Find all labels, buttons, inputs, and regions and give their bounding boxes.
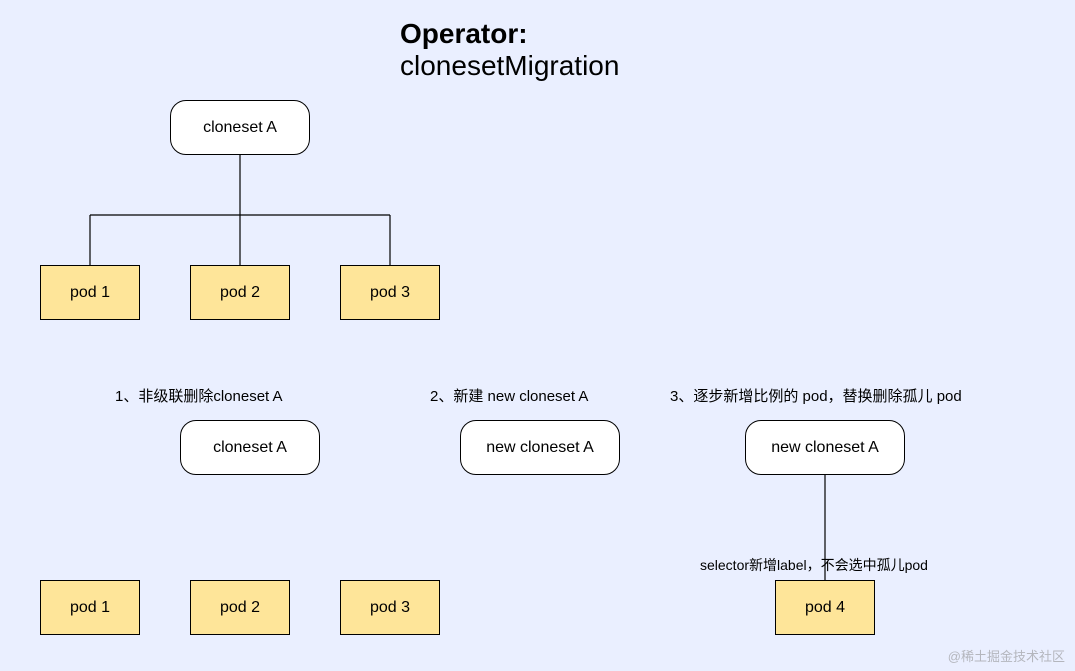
- pod-1-top-label: pod 1: [70, 284, 110, 302]
- step-2-label: 2、新建 new cloneset A: [430, 385, 588, 406]
- cloneset-a-root-label: cloneset A: [203, 119, 277, 137]
- step-1-pod-3: pod 3: [340, 580, 440, 635]
- step-2-cloneset-label: new cloneset A: [486, 439, 594, 457]
- pod-2-top-label: pod 2: [220, 284, 260, 302]
- step-3-pod-4: pod 4: [775, 580, 875, 635]
- step-2-cloneset: new cloneset A: [460, 420, 620, 475]
- step-1-cloneset-label: cloneset A: [213, 439, 287, 457]
- step-1-pod-2: pod 2: [190, 580, 290, 635]
- step-3-pod-4-label: pod 4: [805, 599, 845, 617]
- pod-2-top: pod 2: [190, 265, 290, 320]
- pod-3-top: pod 3: [340, 265, 440, 320]
- step-1-pod-2-label: pod 2: [220, 599, 260, 617]
- step-3-label: 3、逐步新增比例的 pod，替换删除孤儿 pod: [670, 385, 962, 406]
- step-3-note: selector新增label，不会选中孤儿pod: [700, 555, 928, 575]
- step-1-label: 1、非级联删除cloneset A: [115, 385, 283, 406]
- step-1-pod-3-label: pod 3: [370, 599, 410, 617]
- step-3-cloneset: new cloneset A: [745, 420, 905, 475]
- pod-1-top: pod 1: [40, 265, 140, 320]
- step-3-cloneset-label: new cloneset A: [771, 439, 879, 457]
- step-1-pod-1: pod 1: [40, 580, 140, 635]
- watermark: @稀土掘金技术社区: [948, 646, 1065, 665]
- step-1-cloneset: cloneset A: [180, 420, 320, 475]
- step-1-pod-1-label: pod 1: [70, 599, 110, 617]
- pod-3-top-label: pod 3: [370, 284, 410, 302]
- title-line1: Operator:: [400, 18, 619, 50]
- diagram-title: Operator: clonesetMigration: [400, 18, 619, 82]
- cloneset-a-root: cloneset A: [170, 100, 310, 155]
- title-line2: clonesetMigration: [400, 50, 619, 82]
